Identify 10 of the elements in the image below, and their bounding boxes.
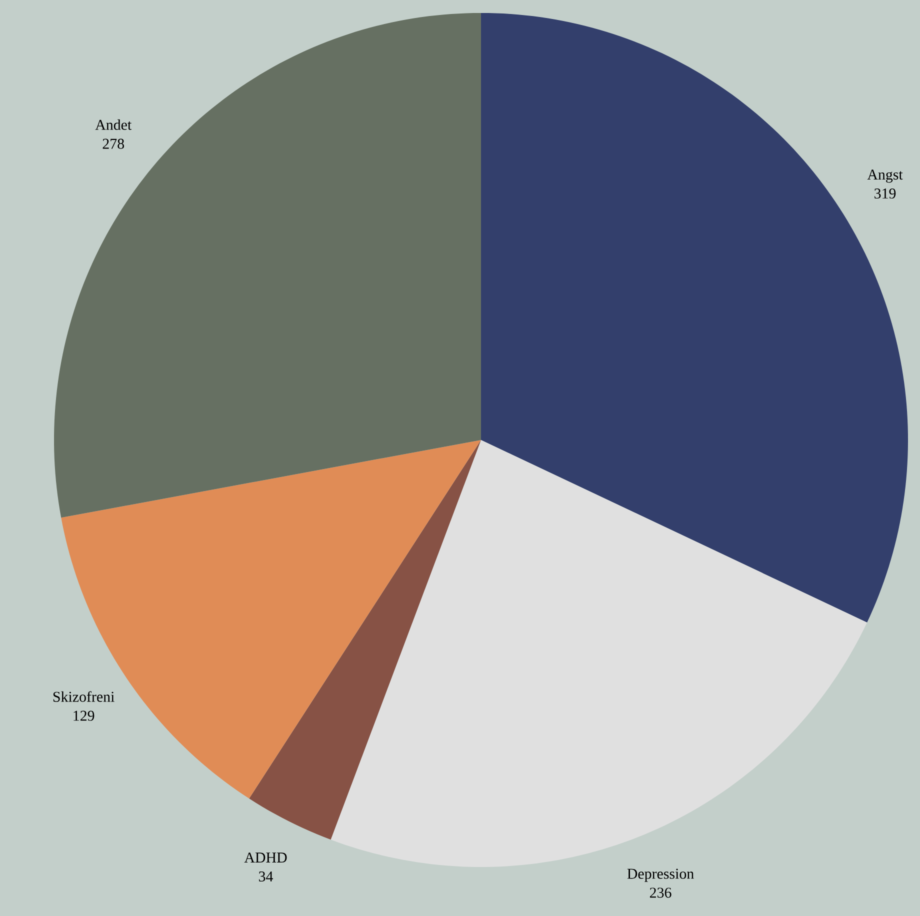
data-label: 34 [259,871,274,882]
data-label: 278 [102,138,124,149]
data-label: 129 [74,710,94,721]
slice-label: ADHD [244,852,287,862]
slice-label: Angst [867,170,903,183]
slice-label: Depression [627,868,694,882]
slice-label: Andet [95,119,132,130]
data-label: 319 [874,188,896,199]
slice-label: Skizofreni [53,691,114,702]
data-label: 236 [650,888,672,898]
